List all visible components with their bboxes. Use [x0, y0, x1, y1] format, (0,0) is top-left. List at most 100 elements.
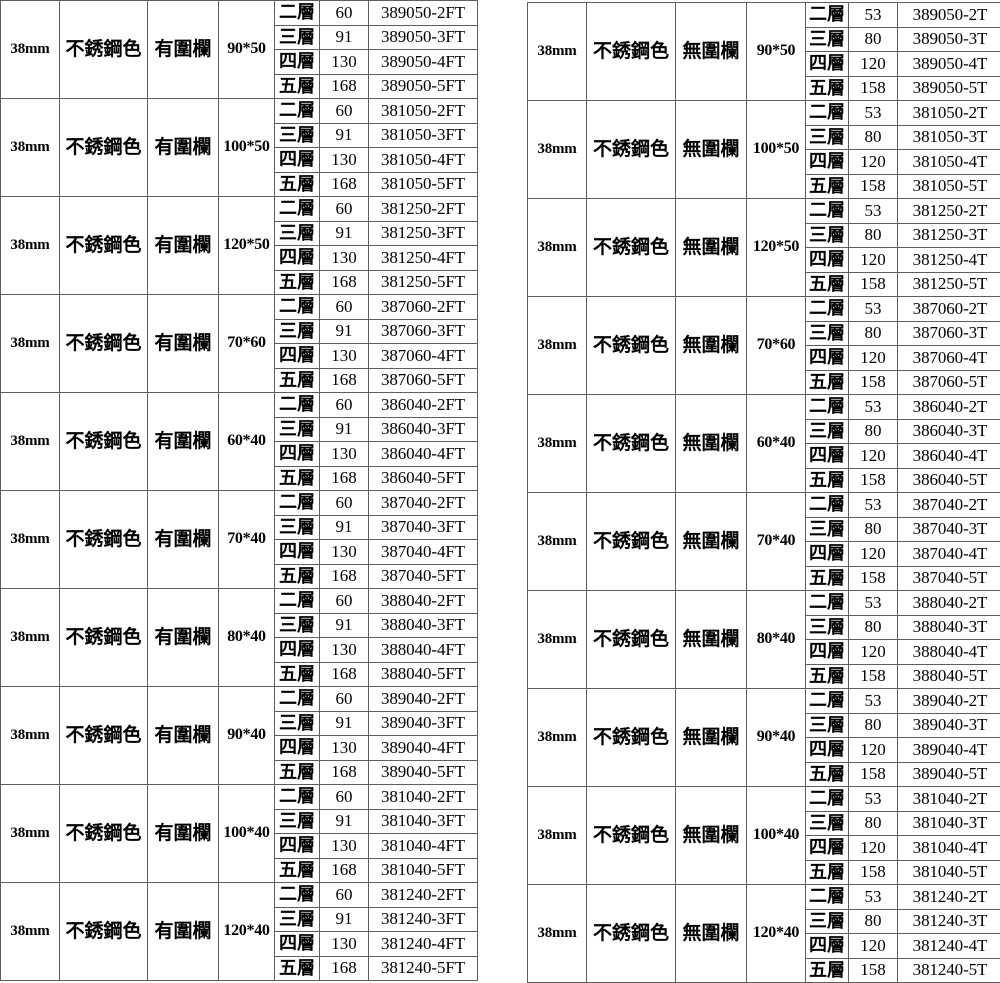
model-code-cell: 389040-3T	[898, 713, 1000, 738]
model-code-cell: 387060-2FT	[369, 295, 478, 320]
tier-cell: 三層	[806, 811, 849, 836]
model-code-cell: 389050-3FT	[369, 25, 478, 50]
model-code-cell: 386040-2T	[898, 395, 1000, 420]
tier-cell: 四層	[275, 148, 320, 173]
color-cell: 不銹鋼色	[60, 393, 148, 491]
tier-cell: 二層	[275, 785, 320, 810]
tier-cell: 五層	[275, 662, 320, 687]
quantity-cell: 158	[849, 174, 898, 199]
thickness-cell: 38mm	[1, 785, 60, 883]
size-cell: 60*40	[219, 393, 275, 491]
tier-cell: 三層	[275, 319, 320, 344]
size-cell: 80*40	[747, 591, 806, 689]
color-cell: 不銹鋼色	[60, 1, 148, 99]
tier-cell: 三層	[806, 517, 849, 542]
tier-cell: 五層	[806, 174, 849, 199]
model-code-cell: 388040-4T	[898, 640, 1000, 665]
quantity-cell: 158	[849, 468, 898, 493]
model-code-cell: 381250-4T	[898, 248, 1000, 273]
color-cell: 不銹鋼色	[60, 99, 148, 197]
model-code-cell: 381250-2T	[898, 199, 1000, 224]
quantity-cell: 168	[320, 760, 369, 785]
size-cell: 80*40	[219, 589, 275, 687]
size-cell: 90*40	[219, 687, 275, 785]
color-cell: 不銹鋼色	[587, 199, 676, 297]
tier-cell: 二層	[806, 493, 849, 518]
tier-cell: 五層	[806, 468, 849, 493]
tier-cell: 四層	[806, 52, 849, 77]
model-code-cell: 381240-4T	[898, 934, 1000, 959]
model-code-cell: 381040-3FT	[369, 809, 478, 834]
model-code-cell: 381050-4FT	[369, 148, 478, 173]
thickness-cell: 38mm	[1, 687, 60, 785]
quantity-cell: 120	[849, 836, 898, 861]
fence-cell: 無圍欄	[676, 885, 747, 983]
tier-cell: 五層	[275, 466, 320, 491]
color-cell: 不銹鋼色	[60, 491, 148, 589]
color-cell: 不銹鋼色	[587, 493, 676, 591]
tier-cell: 四層	[275, 932, 320, 957]
quantity-cell: 60	[320, 295, 369, 320]
tier-cell: 四層	[806, 248, 849, 273]
tier-cell: 二層	[275, 491, 320, 516]
quantity-cell: 130	[320, 932, 369, 957]
size-cell: 70*40	[219, 491, 275, 589]
model-code-cell: 387060-5T	[898, 370, 1000, 395]
quantity-cell: 91	[320, 711, 369, 736]
model-code-cell: 389040-3FT	[369, 711, 478, 736]
model-code-cell: 388040-3FT	[369, 613, 478, 638]
color-cell: 不銹鋼色	[587, 3, 676, 101]
model-code-cell: 381250-5FT	[369, 270, 478, 295]
model-code-cell: 381040-2T	[898, 787, 1000, 812]
quantity-cell: 120	[849, 640, 898, 665]
quantity-cell: 168	[320, 172, 369, 197]
quantity-cell: 158	[849, 860, 898, 885]
tier-cell: 二層	[275, 687, 320, 712]
fence-cell: 有圍欄	[148, 1, 219, 99]
quantity-cell: 91	[320, 221, 369, 246]
quantity-cell: 130	[320, 246, 369, 271]
quantity-cell: 130	[320, 834, 369, 859]
quantity-cell: 158	[849, 664, 898, 689]
quantity-cell: 80	[849, 713, 898, 738]
model-code-cell: 387040-3T	[898, 517, 1000, 542]
model-code-cell: 389050-2T	[898, 3, 1000, 28]
fence-cell: 有圍欄	[148, 295, 219, 393]
thickness-cell: 38mm	[528, 101, 587, 199]
quantity-cell: 60	[320, 1, 369, 26]
quantity-cell: 80	[849, 223, 898, 248]
quantity-cell: 80	[849, 517, 898, 542]
quantity-cell: 130	[320, 540, 369, 565]
model-code-cell: 389050-5FT	[369, 74, 478, 99]
model-code-cell: 386040-3T	[898, 419, 1000, 444]
tier-cell: 三層	[806, 615, 849, 640]
model-code-cell: 389050-3T	[898, 27, 1000, 52]
tier-cell: 五層	[275, 858, 320, 883]
tier-cell: 二層	[275, 295, 320, 320]
tier-cell: 二層	[806, 101, 849, 126]
tier-cell: 二層	[275, 99, 320, 124]
thickness-cell: 38mm	[1, 589, 60, 687]
model-code-cell: 387060-3FT	[369, 319, 478, 344]
quantity-cell: 168	[320, 956, 369, 981]
tier-cell: 四層	[806, 738, 849, 763]
tier-cell: 四層	[806, 444, 849, 469]
quantity-cell: 53	[849, 3, 898, 28]
model-code-cell: 388040-2T	[898, 591, 1000, 616]
tier-cell: 五層	[275, 172, 320, 197]
size-cell: 100*40	[219, 785, 275, 883]
model-code-cell: 387040-4FT	[369, 540, 478, 565]
tier-cell: 五層	[806, 664, 849, 689]
tier-cell: 二層	[806, 591, 849, 616]
model-code-cell: 381240-5T	[898, 958, 1000, 983]
fence-cell: 有圍欄	[148, 589, 219, 687]
quantity-cell: 158	[849, 762, 898, 787]
color-cell: 不銹鋼色	[60, 589, 148, 687]
color-cell: 不銹鋼色	[587, 395, 676, 493]
model-code-cell: 389040-5T	[898, 762, 1000, 787]
